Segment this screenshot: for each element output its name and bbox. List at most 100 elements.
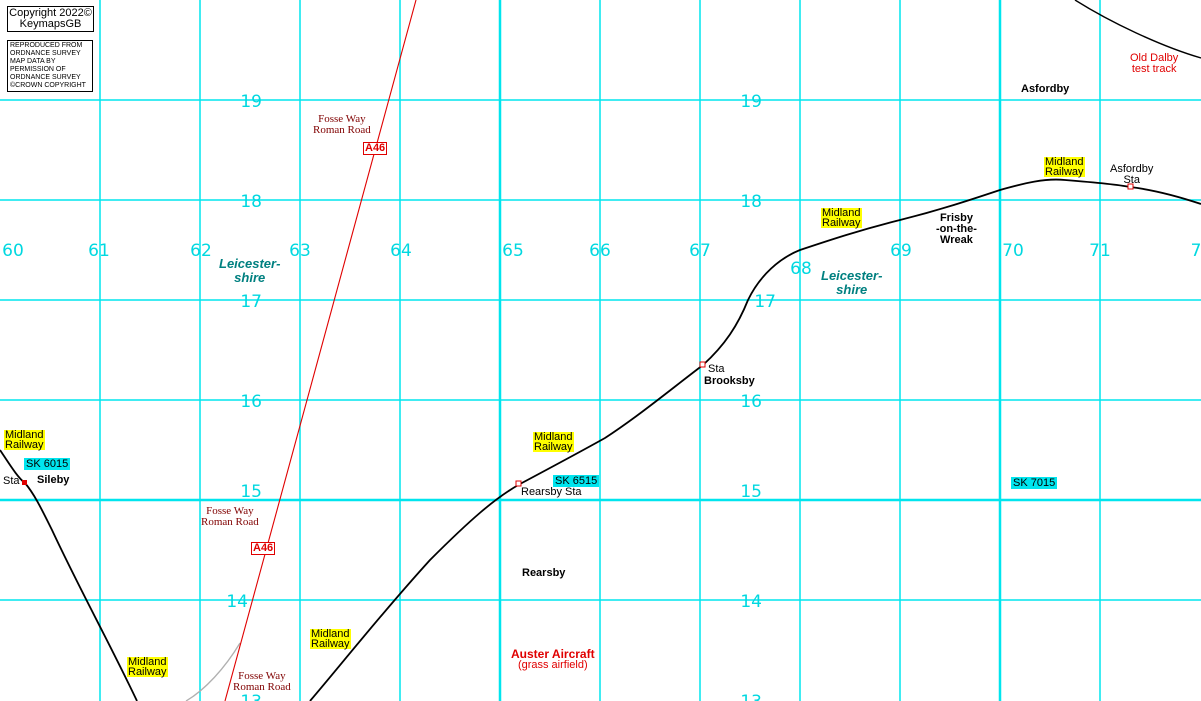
easting-label: 66	[589, 241, 611, 261]
railway-label-line: Midland	[1045, 156, 1084, 168]
copyright-publisher: KeymapsGB	[19, 18, 82, 30]
railway-label-line: Railway	[128, 666, 167, 678]
fosse-way-label: Fosse Way Roman Road	[313, 114, 371, 136]
county-label: Leicester- shire	[821, 269, 882, 297]
station-asfordby: Asfordby Sta	[1110, 164, 1153, 186]
copyright-box: Copyright 2022© KeymapsGB	[7, 6, 94, 32]
county-label-line: shire	[836, 282, 868, 297]
northing-label: 13	[740, 692, 762, 701]
station-brooksby: Sta	[708, 363, 725, 375]
old-dalby-test-track-label: Old Dalby test track	[1130, 53, 1178, 75]
railway-label-line: Railway	[534, 441, 573, 453]
fosse-way-line: Roman Road	[313, 124, 371, 136]
station-rearsby: Rearsby Sta	[521, 486, 582, 498]
railway-label: Midland Railway	[4, 429, 45, 451]
northing-labels: 19 19 18 18 17 17 16 16 15 15 14 14 13 1…	[226, 92, 776, 701]
disused-line	[185, 642, 241, 701]
place-asfordby: Asfordby	[1021, 83, 1070, 95]
easting-label: 60	[2, 241, 24, 261]
northing-label: 16	[240, 392, 262, 412]
place-rearsby: Rearsby	[522, 567, 566, 579]
licence-line: ORDNANCE SURVEY	[10, 50, 81, 57]
easting-label: 71	[1089, 241, 1111, 261]
northing-label: 14	[226, 592, 248, 612]
a46-road	[224, 0, 417, 701]
railway-label-line: Midland	[534, 431, 573, 443]
county-label-line: shire	[234, 270, 266, 285]
railway-label-line: Railway	[1045, 166, 1084, 178]
easting-label: 7	[1191, 241, 1201, 261]
easting-label: 70	[1002, 241, 1024, 261]
easting-label: 64	[390, 241, 412, 261]
licence-line: PERMISSION OF	[10, 66, 66, 73]
auster-aircraft-label: Auster Aircraft (grass airfield)	[511, 647, 595, 671]
easting-label: 69	[890, 241, 912, 261]
feature-line: (grass airfield)	[517, 659, 588, 671]
a46-road-label: A46	[251, 542, 276, 555]
easting-label: 68	[790, 259, 812, 279]
a46-road-label: A46	[363, 142, 388, 155]
station-marker-rearsby	[515, 480, 522, 487]
sileby-railway	[0, 449, 138, 701]
licence-line: ©CROWN COPYRIGHT	[10, 82, 86, 89]
railway-label: Midland Railway	[533, 431, 574, 453]
railway-label: Midland Railway	[821, 208, 862, 229]
place-frisby-line: -on-the-	[936, 223, 977, 235]
northing-label: 14	[740, 592, 762, 612]
fosse-way-label: Fosse Way Roman Road	[233, 671, 291, 693]
railway-label-line: Railway	[822, 217, 861, 229]
station-marker-brooksby	[699, 361, 706, 368]
grid-ref-sk6015: SK 6015	[24, 458, 71, 470]
station-marker-sileby	[22, 480, 27, 485]
northing-label: 15	[740, 482, 762, 502]
easting-label: 67	[689, 241, 711, 261]
station-sileby: Sta	[3, 475, 20, 487]
fosse-way-line: Fosse Way	[206, 505, 254, 517]
railway-label: Midland Railway	[310, 628, 351, 650]
place-frisby-line: Wreak	[940, 234, 973, 246]
fosse-way-line: Fosse Way	[318, 113, 366, 125]
railway-label-line: Midland	[5, 429, 44, 441]
county-label-line: Leicester-	[219, 256, 281, 271]
station-asfordby-line: Asfordby	[1110, 163, 1154, 175]
fosse-way-label: Fosse Way Roman Road	[201, 506, 259, 528]
northing-label: 15	[240, 482, 262, 502]
easting-label: 65	[502, 241, 524, 261]
northing-label: 19	[240, 92, 262, 112]
station-marker-asfordby	[1127, 183, 1134, 190]
place-frisby: Frisby -on-the- Wreak	[936, 213, 977, 246]
grid-ref-sk7015: SK 7015	[1011, 477, 1058, 489]
easting-label: 62	[190, 241, 212, 261]
copyright-line: Copyright 2022©	[9, 7, 92, 19]
county-label: Leicester- shire	[219, 257, 280, 285]
licence-line: ORDNANCE SURVEY	[10, 74, 81, 81]
railway-label-line: Midland	[311, 628, 350, 640]
fosse-way-line: Roman Road	[233, 681, 291, 693]
old-dalby-test-track	[1074, 0, 1201, 59]
place-frisby-line: Frisby	[939, 212, 973, 224]
feature-line: Old Dalby	[1130, 52, 1179, 64]
easting-labels: 60 61 62 63 64 65 66 67 68 69 70 71 7	[2, 241, 1201, 279]
os-licence-box: REPRODUCED FROM ORDNANCE SURVEY MAP DATA…	[7, 40, 93, 92]
midland-railway-line	[309, 178, 1201, 701]
fosse-way-line: Roman Road	[201, 516, 259, 528]
grid-ref-sk6515: SK 6515	[553, 475, 600, 487]
railway-label-line: Midland	[128, 656, 167, 668]
licence-line: MAP DATA BY	[10, 58, 56, 65]
easting-label: 63	[289, 241, 311, 261]
railway-label-line: Railway	[311, 638, 350, 650]
place-brooksby: Brooksby	[704, 375, 755, 387]
northing-label: 17	[754, 292, 776, 312]
railway-label-line: Railway	[5, 439, 44, 451]
railway-label: Midland Railway	[1044, 156, 1085, 178]
county-label-line: Leicester-	[821, 268, 883, 283]
easting-label: 61	[88, 241, 110, 261]
railway-label: Midland Railway	[127, 656, 168, 678]
place-sileby: Sileby	[37, 474, 70, 486]
northing-label: 18	[240, 192, 262, 212]
northing-label: 16	[740, 392, 762, 412]
northing-label: 19	[740, 92, 762, 112]
feature-line: Auster Aircraft	[511, 647, 595, 661]
